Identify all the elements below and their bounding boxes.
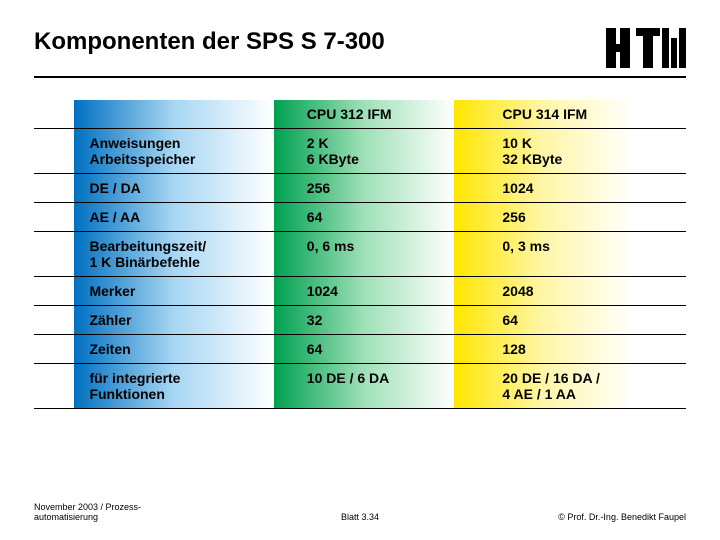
row-cpu314: 0, 3 ms [490,232,686,277]
row-label: AE / AA [77,203,294,232]
row-cpu314: 20 DE / 16 DA / 4 AE / 1 AA [490,364,686,409]
row-label: Merker [77,277,294,306]
footer-center: Blatt 3.34 [341,512,379,522]
row-spacer [34,335,77,364]
row-label: Zähler [77,306,294,335]
htw-logo [606,28,686,68]
table-header-row: CPU 312 IFM CPU 314 IFM [34,100,686,129]
row-label: für integrierte Funktionen [77,364,294,409]
table-row: Bearbeitungszeit/ 1 K Binärbefehle0, 6 m… [34,232,686,277]
row-spacer [34,232,77,277]
row-cpu312: 64 [295,335,491,364]
content-area: CPU 312 IFM CPU 314 IFM Anweisungen Arbe… [34,100,686,409]
row-cpu314: 1024 [490,174,686,203]
row-spacer [34,306,77,335]
row-cpu314: 128 [490,335,686,364]
row-spacer [34,129,77,174]
row-label: Bearbeitungszeit/ 1 K Binärbefehle [77,232,294,277]
row-cpu314: 10 K 32 KByte [490,129,686,174]
table-row: Anweisungen Arbeitsspeicher2 K 6 KByte10… [34,129,686,174]
table-row: Merker10242048 [34,277,686,306]
row-label: Anweisungen Arbeitsspeicher [77,129,294,174]
row-cpu314: 2048 [490,277,686,306]
row-spacer [34,203,77,232]
table-row: Zeiten64128 [34,335,686,364]
row-cpu314: 64 [490,306,686,335]
comparison-table: CPU 312 IFM CPU 314 IFM Anweisungen Arbe… [34,100,686,409]
row-label: DE / DA [77,174,294,203]
table-header-cpu312: CPU 312 IFM [295,100,491,129]
row-cpu312: 10 DE / 6 DA [295,364,491,409]
footer: November 2003 / Prozess- automatisierung… [34,502,686,522]
page-title: Komponenten der SPS S 7-300 [34,28,385,56]
row-cpu312: 2 K 6 KByte [295,129,491,174]
footer-right: © Prof. Dr.-Ing. Benedikt Faupel [558,512,686,522]
row-cpu314: 256 [490,203,686,232]
row-spacer [34,277,77,306]
table-row: AE / AA64256 [34,203,686,232]
table-header-spacer [34,100,77,129]
header: Komponenten der SPS S 7-300 [34,28,686,78]
table-row: für integrierte Funktionen10 DE / 6 DA20… [34,364,686,409]
row-cpu312: 0, 6 ms [295,232,491,277]
row-label: Zeiten [77,335,294,364]
row-cpu312: 256 [295,174,491,203]
row-spacer [34,174,77,203]
slide: Komponenten der SPS S 7-300 [0,0,720,540]
row-spacer [34,364,77,409]
row-cpu312: 1024 [295,277,491,306]
table-header-label-col [77,100,294,129]
row-cpu312: 64 [295,203,491,232]
footer-left: November 2003 / Prozess- automatisierung [34,502,141,522]
table-header-cpu314: CPU 314 IFM [490,100,686,129]
row-cpu312: 32 [295,306,491,335]
table-row: DE / DA2561024 [34,174,686,203]
table-row: Zähler3264 [34,306,686,335]
